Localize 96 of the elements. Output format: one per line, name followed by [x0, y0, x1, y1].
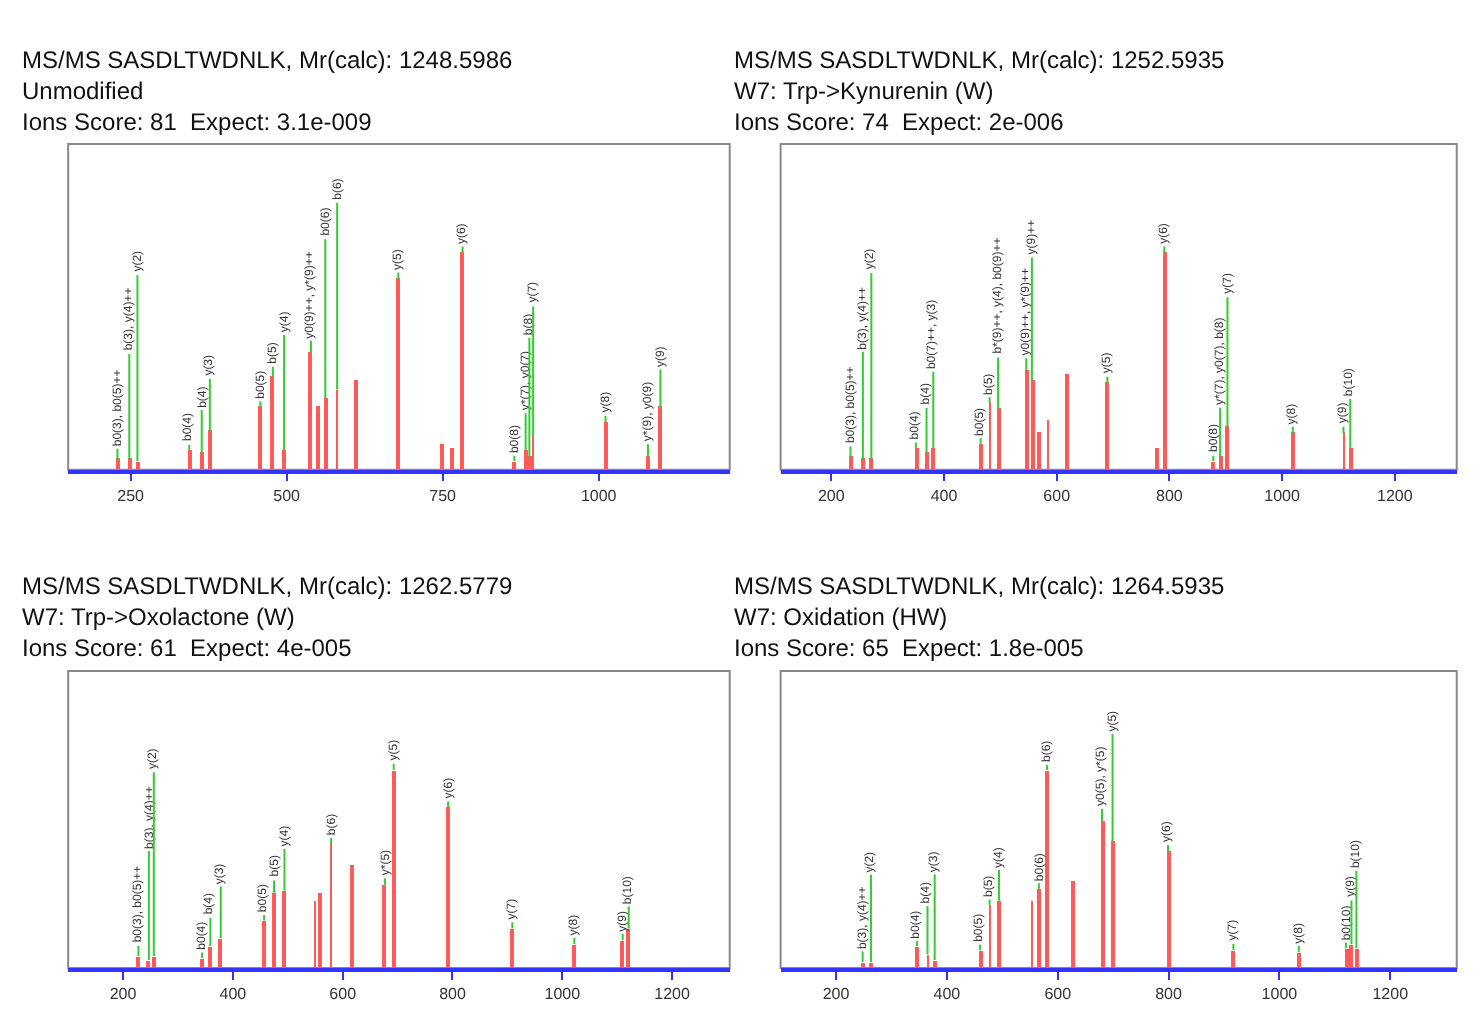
x-tick-label: 400 — [219, 984, 248, 1003]
bar — [146, 961, 151, 968]
bar — [354, 380, 359, 470]
x-tick-label: 1000 — [1264, 486, 1301, 505]
bar — [1344, 949, 1349, 968]
bar — [450, 448, 455, 470]
x-tick-label: 800 — [1155, 984, 1183, 1003]
bar — [1064, 374, 1069, 470]
bar — [308, 352, 313, 470]
bar — [914, 448, 919, 470]
x-tick-label: 1200 — [1372, 984, 1410, 1003]
x-tick-label: 1200 — [654, 984, 691, 1003]
bar — [1162, 252, 1167, 470]
bar — [262, 921, 267, 968]
bar — [272, 893, 277, 968]
bar — [1154, 448, 1159, 470]
x-tick-label: 400 — [933, 984, 962, 1003]
bar — [136, 957, 141, 968]
bar — [1230, 951, 1235, 968]
bar — [1354, 949, 1359, 968]
bar — [200, 452, 205, 470]
bar — [136, 462, 141, 470]
bar — [1348, 448, 1353, 470]
chart-subtitle: W7: Trp->Kynurenin (W) Ions Score: 74 Expect: 2e-006 — [734, 77, 1065, 137]
x-tick-label: 600 — [1044, 984, 1073, 1003]
chart-title: MS/MS SASDLTWDNLK, Mr(calc): 1248.5986 — [22, 46, 514, 74]
x-tick-label: 600 — [1043, 486, 1072, 505]
bar — [1024, 370, 1029, 470]
x-tick-label: 800 — [439, 984, 467, 1003]
bar — [440, 444, 445, 470]
x-tick-label: 1200 — [1376, 486, 1414, 505]
bar — [996, 408, 1001, 470]
x-tick-label: 400 — [930, 486, 959, 505]
bar — [646, 456, 651, 470]
x-tick-label: 200 — [109, 984, 138, 1003]
x-tick-label: 500 — [273, 486, 302, 505]
chart-subtitle: Unmodified Ions Score: 81 Expect: 3.1e-009 — [22, 77, 373, 137]
bar — [626, 929, 631, 968]
x-tick-label: 200 — [817, 486, 846, 505]
x-tick-label: 1000 — [580, 486, 618, 505]
bar — [152, 957, 157, 968]
bar — [1100, 821, 1105, 968]
bar — [524, 450, 529, 470]
bar — [572, 945, 577, 968]
bar — [446, 807, 451, 968]
bar — [324, 398, 329, 470]
bar — [1110, 841, 1115, 968]
bar — [382, 885, 387, 968]
x-tick-label: 600 — [329, 984, 358, 1003]
bar — [1290, 432, 1295, 470]
bar — [316, 406, 321, 470]
bar — [350, 865, 355, 968]
bar — [218, 939, 223, 968]
bar — [658, 406, 663, 470]
bar — [1224, 426, 1229, 470]
bar — [996, 901, 1001, 968]
bar — [930, 448, 935, 470]
bar — [200, 959, 205, 968]
chart-title: MS/MS SASDLTWDNLK, Mr(calc): 1252.5935 — [734, 46, 1226, 74]
x-tick-label: 1000 — [1261, 984, 1299, 1003]
bar — [396, 278, 401, 470]
bar — [978, 951, 983, 968]
x-tick-label: 1000 — [544, 984, 582, 1003]
bar — [270, 376, 275, 470]
chart-subtitle: W7: Trp->Oxolactone (W) Ions Score: 61 Expect: 4e-005 — [22, 603, 353, 663]
bar — [282, 891, 287, 968]
bar — [208, 947, 213, 968]
bar — [318, 893, 323, 968]
bar — [1296, 953, 1301, 968]
bar — [392, 771, 397, 968]
bar — [460, 252, 465, 470]
x-tick-label: 250 — [117, 486, 146, 505]
bar — [1036, 889, 1041, 968]
bar — [1166, 851, 1171, 968]
bar — [1210, 462, 1215, 470]
x-tick-label: 750 — [429, 486, 458, 505]
bar — [1070, 881, 1075, 968]
bar — [1348, 945, 1353, 968]
chart-title: MS/MS SASDLTWDNLK, Mr(calc): 1262.5779 — [22, 572, 514, 600]
x-tick-label: 200 — [822, 984, 851, 1003]
bar — [978, 444, 983, 470]
bar — [188, 450, 193, 470]
bar — [1044, 771, 1049, 968]
bar — [282, 450, 287, 470]
bar — [932, 961, 937, 968]
bar — [258, 406, 263, 470]
bar — [1104, 382, 1109, 470]
bar — [924, 452, 929, 470]
x-tick-label: 800 — [1156, 486, 1184, 505]
bar — [604, 422, 609, 470]
chart-subtitle: W7: Oxidation (HW) Ions Score: 65 Expect: 1.8e-005 — [734, 603, 1085, 663]
bar — [914, 947, 919, 968]
bar — [208, 430, 213, 470]
chart-title: MS/MS SASDLTWDNLK, Mr(calc): 1264.5935 — [734, 572, 1226, 600]
bar — [512, 462, 517, 470]
bar — [848, 456, 853, 470]
